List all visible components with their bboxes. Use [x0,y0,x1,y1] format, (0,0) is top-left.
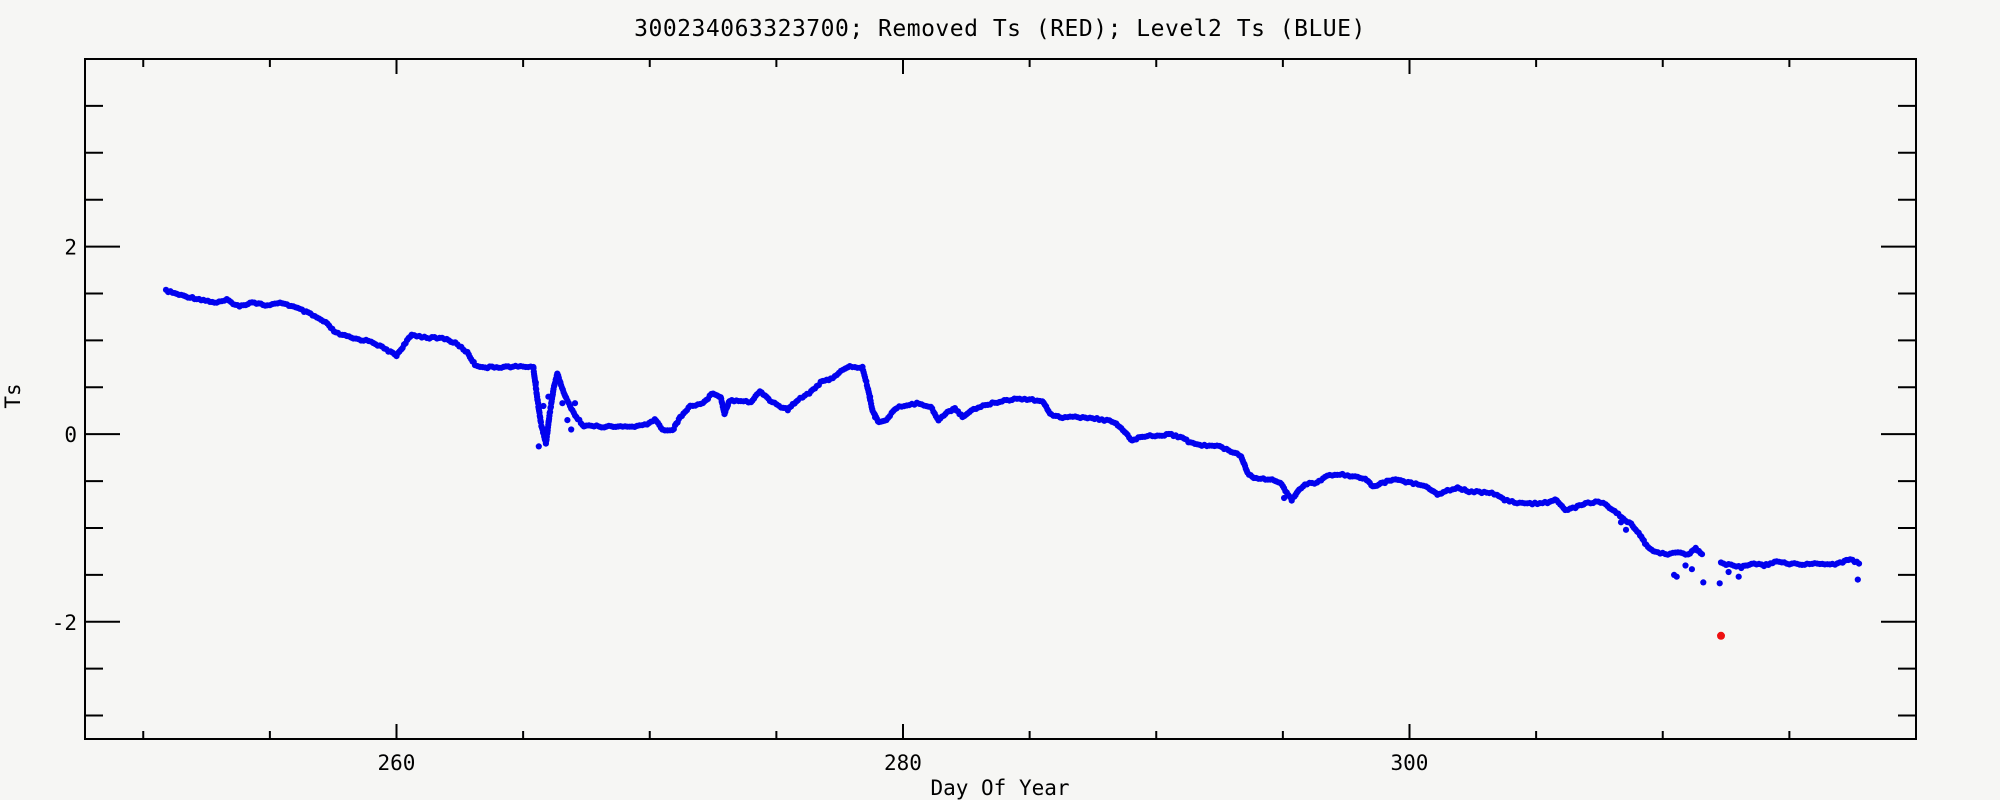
y-tick-label: 0 [64,423,77,447]
outlier-point [540,402,547,410]
outlier-point [568,426,575,433]
data-point [1698,551,1706,558]
outlier-point [545,393,552,400]
outlier-point [1688,566,1695,573]
outlier-point [1716,580,1723,587]
outlier-point [564,417,571,424]
outlier-point [1682,562,1689,569]
outlier-point [1622,526,1630,533]
data-point [1855,560,1863,567]
outlier-point [1673,573,1680,580]
outlier-point [867,393,874,400]
outlier-point [872,414,879,421]
x-tick-label: 300 [1391,751,1429,775]
chart-title: 300234063323700; Removed Ts (RED); Level… [634,16,1366,42]
x-axis-title: Day Of Year [930,776,1070,800]
outlier-point [1281,494,1288,502]
outlier-point [571,400,579,407]
outlier-point [1700,579,1707,586]
outlier-point [1854,576,1861,583]
y-tick-label: 2 [64,236,77,260]
outlier-point [1292,492,1299,499]
removed-point [1717,631,1725,640]
outlier-point [1735,573,1742,580]
y-tick-label: -2 [52,611,77,635]
outlier-point [1725,568,1732,576]
y-axis-title: Ts [1,383,25,409]
outlier-point [559,400,566,407]
x-tick-label: 260 [378,751,416,775]
outlier-point [532,379,539,386]
plot-frame [84,58,1917,740]
x-tick-label: 280 [884,751,922,775]
outlier-point [1617,519,1625,526]
outlier-point [535,443,542,450]
